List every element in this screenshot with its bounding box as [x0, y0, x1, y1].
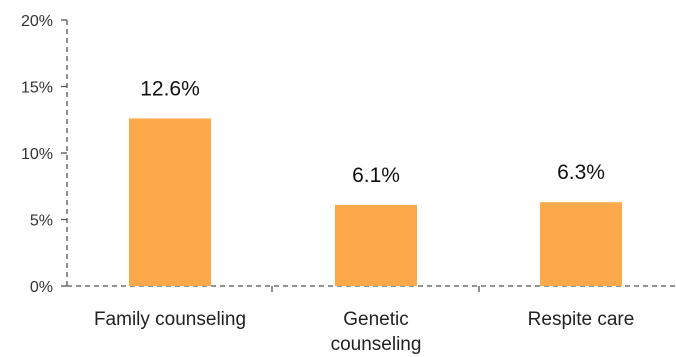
bar — [129, 118, 211, 286]
data-label: 6.3% — [557, 161, 605, 184]
bars — [129, 118, 622, 286]
y-tick-label: 20% — [21, 13, 53, 30]
category-label: Family counseling — [94, 309, 246, 330]
data-label: 12.6% — [140, 77, 200, 100]
category-label: Respite care — [528, 309, 635, 330]
category-labels: Family counseling Genetic counseling Respit… — [94, 309, 634, 355]
data-labels: 12.6% 6.1% 6.3% — [140, 77, 605, 186]
bar — [335, 204, 417, 286]
y-tick-label: 10% — [21, 146, 53, 163]
category-label: Genetic — [343, 309, 408, 330]
data-label: 6.1% — [352, 164, 400, 187]
y-axis: 0% 5% 10% 15% 20% — [21, 13, 68, 296]
y-tick-label: 15% — [21, 80, 53, 97]
bar — [540, 202, 622, 286]
x-axis — [67, 285, 676, 292]
y-tick-label: 0% — [30, 279, 53, 296]
y-tick-label: 5% — [30, 213, 53, 230]
category-label: counseling — [331, 334, 422, 355]
